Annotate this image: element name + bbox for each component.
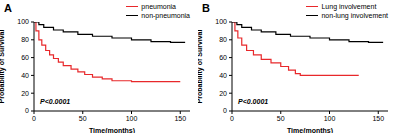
html-text:non-pneumonia: non-pneumonia — [141, 12, 190, 19]
svg-text:0: 0 — [32, 115, 36, 122]
svg-text:100: 100 — [126, 115, 138, 122]
html-text:Lung involvement: Lung involvement — [321, 3, 377, 10]
svg-text:Probability of Survival: Probability of Survival — [198, 29, 204, 103]
html-text:P<0.0001: P<0.0001 — [40, 98, 71, 105]
svg-text:60: 60 — [219, 54, 227, 61]
svg-text:Time(months): Time(months) — [287, 127, 333, 133]
svg-text:20: 20 — [21, 90, 29, 97]
svg-text:80: 80 — [21, 36, 29, 43]
svg-text:40: 40 — [219, 72, 227, 79]
svg-text:0: 0 — [223, 107, 227, 114]
html-text:P<0.0001: P<0.0001 — [238, 98, 269, 105]
svg-text:150: 150 — [372, 115, 384, 122]
svg-text:0: 0 — [25, 107, 29, 114]
html-text:B: B — [202, 2, 210, 14]
svg-text:50: 50 — [277, 115, 285, 122]
html-text:A: A — [4, 2, 12, 14]
svg-text:60: 60 — [21, 54, 29, 61]
svg-text:0: 0 — [230, 115, 234, 122]
svg-text:100: 100 — [17, 18, 29, 25]
svg-text:150: 150 — [174, 115, 186, 122]
svg-text:100: 100 — [324, 115, 336, 122]
svg-text:50: 50 — [79, 115, 87, 122]
svg-text:20: 20 — [219, 90, 227, 97]
html-text:non-lung involvement: non-lung involvement — [321, 12, 388, 19]
svg-text:100: 100 — [215, 18, 227, 25]
html-text:pneumonia: pneumonia — [141, 3, 176, 10]
svg-text:40: 40 — [21, 72, 29, 79]
svg-text:80: 80 — [219, 36, 227, 43]
svg-text:Time(months): Time(months) — [89, 127, 135, 133]
